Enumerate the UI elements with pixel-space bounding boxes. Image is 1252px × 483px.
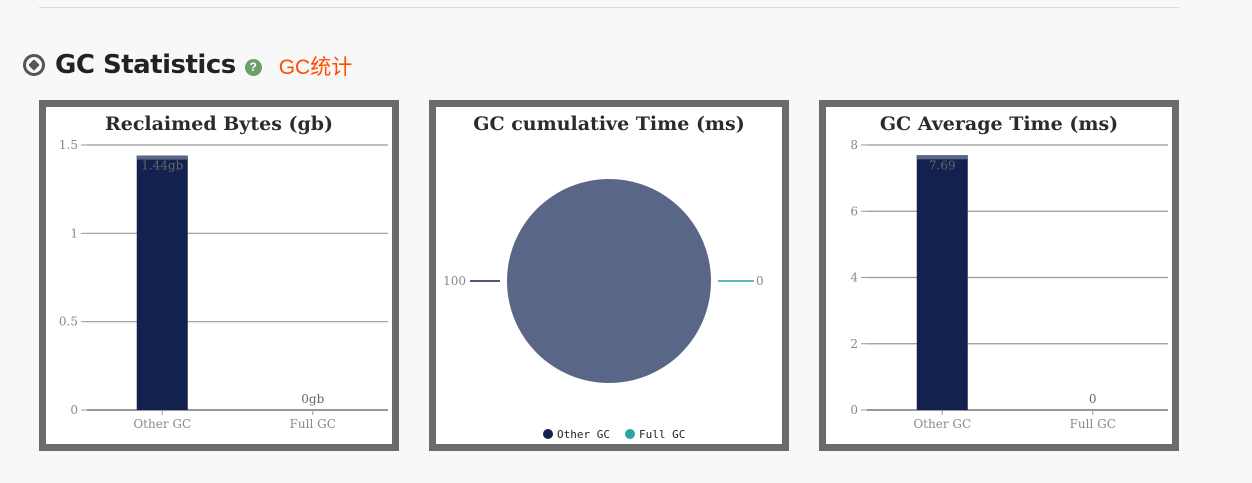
x-tick-label: Other GC [913,417,971,431]
pie-data-label: 0 [756,274,764,288]
y-tick-label: 4 [850,271,858,285]
x-tick-label: Full GC [1070,417,1116,431]
y-tick-label: 6 [850,204,858,218]
bar-highlight [916,155,968,160]
chart-panel-gc-cumulative-time: GC cumulative Time (ms) 100 0 Other GC Full … [429,100,789,451]
bar [916,155,968,410]
chart-title: Reclaimed Bytes (gb) [105,113,333,135]
y-tick-label: 0 [850,403,858,417]
bar-highlight [136,155,188,160]
chart-title: GC Average Time (ms) [880,113,1118,135]
legend-swatch [625,429,635,439]
pie-slice [507,179,711,383]
chart-title: GC cumulative Time (ms) [473,113,744,135]
section-header: GC Statistics ? GC统计 [23,48,352,82]
data-label: 0gb [301,392,324,406]
data-label: 0 [1089,392,1097,406]
chart-panel-reclaimed-bytes: Reclaimed Bytes (gb) 0 0.5 1 1.5 1.44gb Other … [39,100,399,451]
legend-swatch [543,429,553,439]
data-label: 7.69 [929,158,956,172]
compass-icon [23,54,45,76]
pie-data-label: 100 [443,274,466,288]
reclaimed-bytes-chart: Reclaimed Bytes (gb) 0 0.5 1 1.5 1.44gb Other … [59,113,388,431]
bar [136,155,188,410]
y-tick-label: 8 [850,138,858,152]
data-label: 1.44gb [141,159,183,173]
x-tick-label: Full GC [290,417,336,431]
gc-cumulative-time-chart: GC cumulative Time (ms) 100 0 Other GC Full … [443,113,764,441]
y-tick-label: 2 [850,337,858,351]
gc-average-time-chart: GC Average Time (ms) 0 2 4 6 8 7.69 Other GC 0 Fu… [850,113,1168,431]
section-title: GC Statistics [55,50,236,80]
question-circle-icon[interactable]: ? [244,58,262,76]
section-subtitle: GC统计 [278,56,353,79]
y-tick-label: 1.5 [59,138,78,152]
top-divider [39,7,1179,8]
x-tick-label: Other GC [133,417,191,431]
y-tick-label: 0.5 [59,315,78,329]
chart-panel-gc-average-time: GC Average Time (ms) 0 2 4 6 8 7.69 Other GC 0 Fu… [819,100,1179,451]
legend-label: Other GC [557,428,610,441]
y-tick-label: 0 [70,403,78,417]
y-tick-label: 1 [70,226,78,240]
legend-label: Full GC [639,428,685,441]
